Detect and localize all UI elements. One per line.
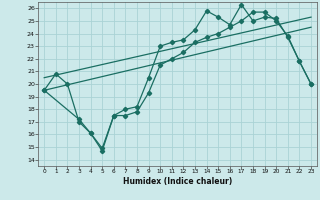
X-axis label: Humidex (Indice chaleur): Humidex (Indice chaleur): [123, 177, 232, 186]
